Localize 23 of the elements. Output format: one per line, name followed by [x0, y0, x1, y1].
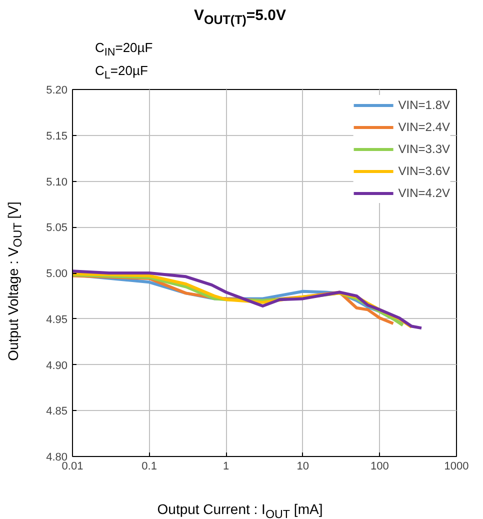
x-tick-label: 1000 [444, 460, 469, 472]
y-tick-label: 5.05 [46, 222, 68, 234]
x-tick-label: 0.1 [142, 460, 157, 472]
legend-label: VIN=3.6V [398, 164, 450, 178]
y-tick-label: 4.80 [46, 452, 68, 464]
chart-title: V$_{OUT(T)}$=5.0V [193, 6, 287, 29]
x-tick-label: 10 [296, 460, 310, 472]
y-tick-label: 5.15 [46, 130, 68, 142]
legend-label: VIN=2.4V [398, 120, 450, 134]
y-tick-label: 4.90 [46, 360, 68, 372]
x-axis-title: Output Current : I$_{OUT}$ [mA] [156, 500, 324, 519]
chart-subtitle: C$_{IN}$=20µF C$_{L}$=20µF [94, 39, 153, 84]
x-tick-label: 100 [370, 460, 389, 472]
legend-label: VIN=1.8V [398, 98, 450, 112]
y-tick-label: 4.95 [46, 314, 68, 326]
y-tick-label: 4.85 [46, 406, 68, 418]
y-tick-label: 5.00 [46, 268, 68, 280]
x-tick-label: 0.01 [62, 460, 84, 472]
legend-label: VIN=3.3V [398, 142, 450, 156]
x-tick-label: 1 [223, 460, 230, 472]
y-tick-label: 5.10 [46, 176, 68, 188]
y-tick-label: 5.20 [46, 84, 68, 96]
legend-label: VIN=4.2V [398, 186, 450, 200]
